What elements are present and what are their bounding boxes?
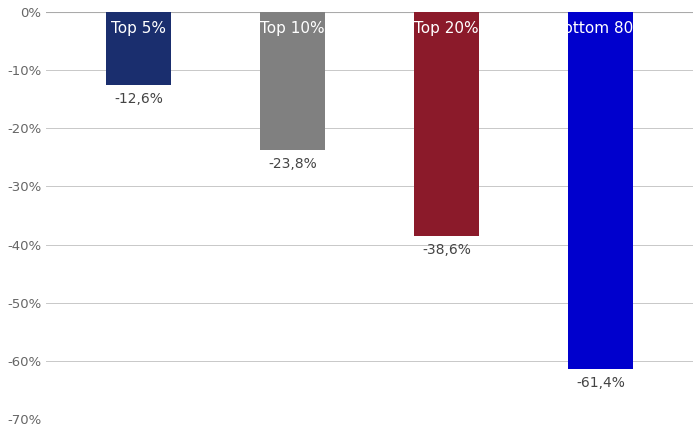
Text: Bottom 80%: Bottom 80% [553, 21, 648, 36]
Text: -38,6%: -38,6% [422, 243, 471, 257]
Bar [568, 12, 633, 369]
Text: -12,6%: -12,6% [114, 92, 163, 106]
Text: Top 10%: Top 10% [260, 21, 325, 36]
Text: -23,8%: -23,8% [268, 158, 317, 171]
Bar [106, 12, 171, 85]
Bar [260, 12, 325, 150]
Text: -61,4%: -61,4% [576, 376, 625, 390]
Text: Top 5%: Top 5% [111, 21, 166, 36]
Text: Top 20%: Top 20% [414, 21, 479, 36]
Bar [414, 12, 479, 237]
